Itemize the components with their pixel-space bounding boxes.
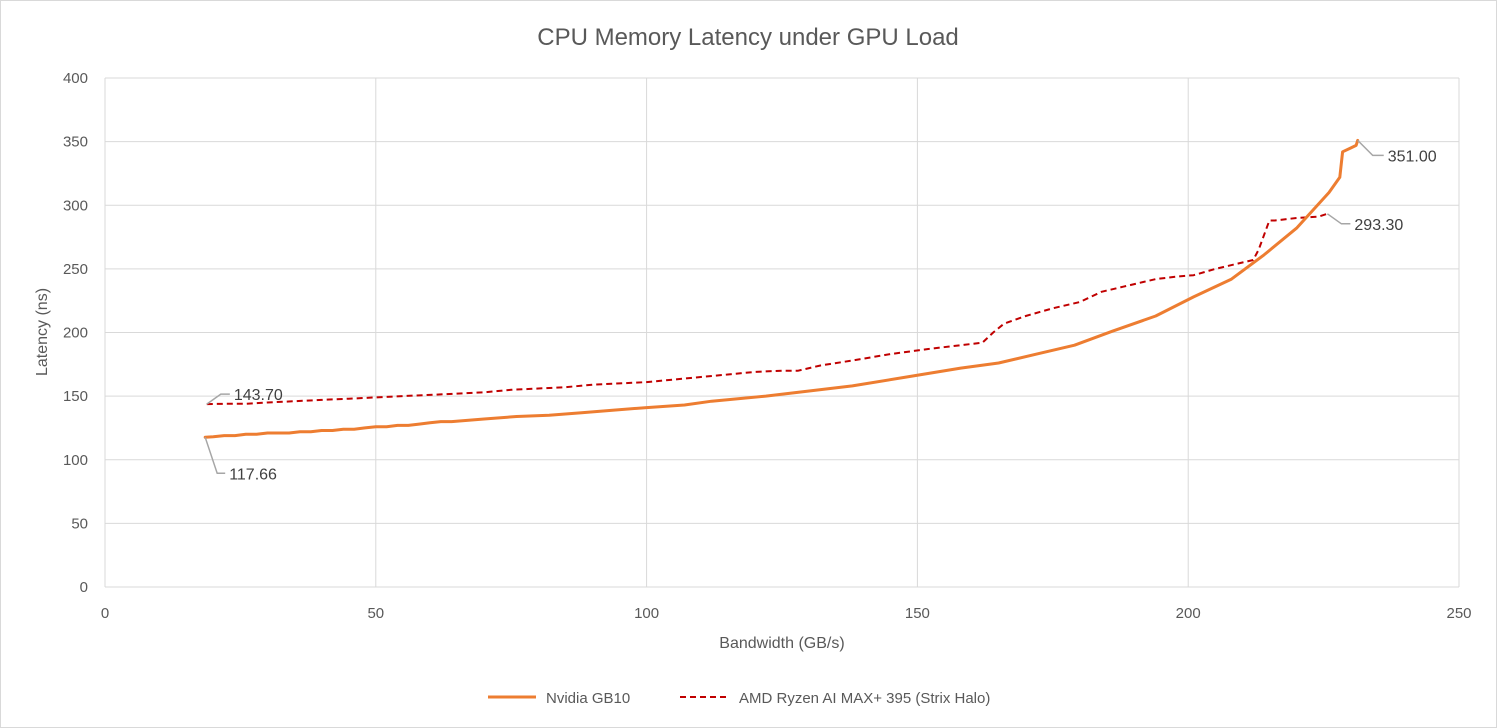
legend-label-nvidia-gb10: Nvidia GB10	[546, 690, 630, 707]
series-line-nvidia-gb10	[203, 138, 1360, 439]
x-tick-label: 200	[1176, 605, 1201, 622]
x-tick-label: 150	[905, 605, 930, 622]
legend-item-amd-strix-halo[interactable]: AMD Ryzen AI MAX+ 395 (Strix Halo)	[680, 690, 990, 707]
y-tick-label: 400	[63, 70, 88, 87]
y-tick-label: 150	[63, 388, 88, 405]
x-axis-title: Bandwidth (GB/s)	[719, 635, 844, 652]
y-tick-label: 50	[71, 515, 88, 532]
x-tick-label: 0	[101, 605, 109, 622]
y-tick-label: 100	[63, 452, 88, 469]
y-tick-label: 200	[63, 325, 88, 342]
legend-label-amd-strix-halo: AMD Ryzen AI MAX+ 395 (Strix Halo)	[739, 690, 990, 707]
legend-item-nvidia-gb10[interactable]: Nvidia GB10	[488, 690, 630, 707]
y-tick-label: 250	[63, 261, 88, 278]
data-label-layer: 117.66 351.00 143.70 293.30	[204, 139, 1437, 483]
x-tick-label: 250	[1446, 605, 1471, 622]
data-label: 351.00	[1388, 148, 1437, 165]
data-label-leader-line	[206, 393, 230, 405]
y-axis-title: Latency (ns)	[34, 288, 51, 376]
chart-title: CPU Memory Latency under GPU Load	[537, 24, 959, 51]
data-label-leader-line	[204, 437, 226, 475]
grid-lines	[104, 77, 1460, 588]
data-label: 117.66	[229, 466, 277, 483]
series-line-amd-strix-halo	[206, 212, 1328, 406]
legend[interactable]: Nvidia GB10 AMD Ryzen AI MAX+ 395 (Strix…	[488, 690, 990, 707]
data-label: 143.70	[234, 387, 283, 404]
data-label-leader-line	[1357, 139, 1384, 157]
x-axis-ticks: 0 50 100 150 200 250	[101, 605, 1472, 622]
y-tick-label: 350	[63, 134, 88, 151]
series-layer	[203, 138, 1360, 439]
x-tick-label: 100	[634, 605, 659, 622]
y-tick-label: 300	[63, 197, 88, 214]
y-axis-ticks: 0 50 100 150 200 250 300 350 400	[63, 70, 88, 596]
data-label-leader-line	[1326, 213, 1351, 225]
data-label: 293.30	[1354, 217, 1403, 234]
x-tick-label: 50	[367, 605, 384, 622]
y-tick-label: 0	[80, 579, 88, 596]
